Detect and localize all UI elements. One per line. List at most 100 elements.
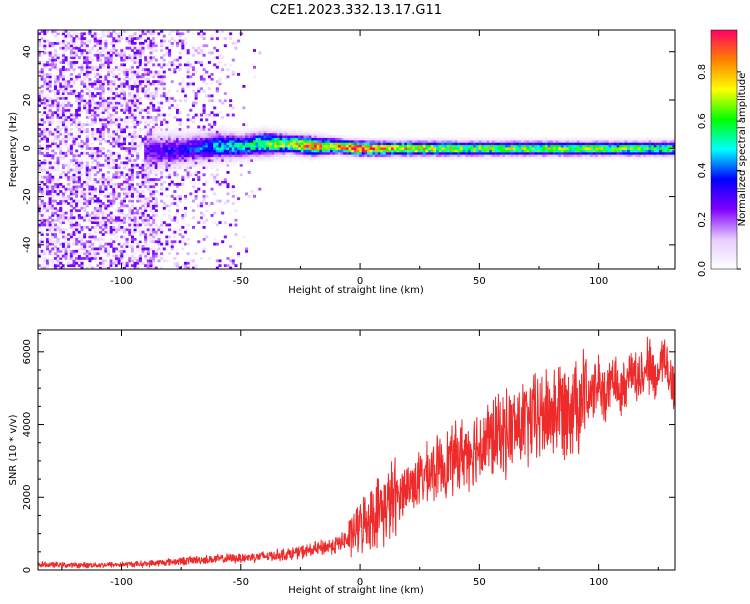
heatmap-cell — [138, 113, 142, 117]
heatmap-cell — [72, 216, 76, 220]
heatmap-cell — [88, 240, 92, 244]
heatmap-cell — [282, 135, 286, 138]
heatmap-cell — [218, 32, 222, 36]
heatmap-cell — [218, 159, 222, 162]
heatmap-cell — [43, 221, 47, 224]
heatmap-cell — [59, 228, 63, 232]
heatmap-cell — [51, 211, 55, 215]
heatmap-cell — [138, 142, 142, 146]
heatmap-cell — [133, 127, 137, 131]
heatmap-cell — [77, 180, 81, 184]
heatmap-cell — [268, 142, 272, 146]
heatmap-cell — [53, 84, 57, 88]
heatmap-cell — [128, 156, 132, 160]
heatmap-cell — [85, 58, 89, 62]
heatmap-cell — [146, 135, 150, 138]
heatmap-cell — [237, 127, 241, 131]
heatmap-cell — [88, 214, 92, 217]
heatmap-cell — [239, 142, 243, 146]
heatmap-cell — [295, 154, 299, 158]
heatmap-cell — [91, 92, 95, 95]
heatmap-cell — [223, 163, 227, 167]
heatmap-cell — [38, 264, 42, 268]
heatmap-cell — [523, 154, 527, 158]
heatmap-cell — [149, 171, 153, 174]
heatmap-cell — [191, 130, 195, 134]
heatmap-cell — [170, 159, 174, 162]
heatmap-cell — [141, 173, 145, 177]
heatmap-cell — [274, 135, 278, 138]
heatmap-cell — [128, 65, 132, 69]
heatmap-cell — [146, 264, 150, 268]
heatmap-cell — [138, 89, 142, 93]
heatmap-cell — [202, 32, 206, 36]
heatmap-cell — [48, 228, 52, 232]
heatmap-cell — [454, 139, 458, 143]
heatmap-cell — [91, 118, 95, 122]
heatmap-cell — [250, 142, 254, 146]
heatmap-cell — [45, 173, 50, 177]
heatmap-cell — [465, 144, 469, 148]
heatmap-cell — [48, 118, 52, 122]
heatmap-cell — [149, 230, 153, 234]
heatmap-cell — [83, 44, 87, 48]
heatmap-cell — [56, 178, 60, 181]
heatmap-cell — [93, 113, 97, 117]
heatmap-cell — [234, 161, 238, 165]
heatmap-cell — [547, 149, 551, 153]
heatmap-cell — [205, 44, 209, 48]
heatmap-cell — [157, 247, 161, 251]
heatmap-cell — [157, 125, 161, 129]
heatmap-cell — [417, 137, 421, 141]
heatmap-cell — [239, 147, 243, 150]
heatmap-cell — [457, 142, 461, 146]
heatmap-cell — [534, 139, 538, 143]
heatmap-cell — [141, 190, 145, 193]
heatmap-cell — [173, 144, 177, 148]
heatmap-cell — [112, 80, 116, 83]
heatmap-cell — [72, 171, 76, 174]
heatmap-cell — [385, 149, 389, 153]
heatmap-cell — [96, 106, 100, 110]
heatmap-cell — [359, 154, 363, 158]
heatmap-cell — [146, 166, 150, 170]
heatmap-cell — [64, 68, 68, 72]
heatmap-cell — [45, 147, 50, 150]
heatmap-cell — [101, 32, 105, 36]
heatmap-cell — [80, 225, 84, 229]
heatmap-cell — [93, 111, 97, 115]
heatmap-cell — [268, 137, 272, 141]
heatmap-cell — [383, 144, 387, 148]
heatmap-cell — [72, 185, 76, 189]
heatmap-cell — [138, 99, 142, 103]
heatmap-cell — [117, 73, 121, 76]
heatmap-cell — [202, 77, 206, 81]
heatmap-cell — [329, 147, 334, 150]
heatmap-cell — [183, 149, 188, 153]
heatmap-cell — [114, 197, 119, 201]
heatmap-cell — [96, 80, 100, 83]
heatmap-cell — [101, 266, 105, 270]
heatmap-cell — [109, 125, 113, 129]
heatmap-cell — [85, 180, 89, 184]
heatmap-cell — [462, 151, 466, 155]
heatmap-cell — [186, 168, 190, 172]
heatmap-cell — [247, 151, 251, 155]
heatmap-cell — [364, 154, 368, 158]
heatmap-cell — [170, 132, 174, 136]
heatmap-cell — [61, 111, 65, 115]
heatmap-cell — [462, 142, 466, 146]
heatmap-cell — [120, 171, 124, 174]
heatmap-cell — [48, 77, 52, 81]
heatmap-cell — [197, 142, 201, 146]
heatmap-cell — [414, 139, 418, 143]
heatmap-cell — [80, 266, 84, 270]
heatmap-cell — [274, 144, 278, 148]
heatmap-cell — [80, 147, 84, 150]
heatmap-cell — [290, 137, 294, 141]
heatmap-cell — [160, 49, 164, 52]
heatmap-cell — [303, 154, 307, 158]
heatmap-cell — [93, 34, 97, 38]
heatmap-cell — [483, 151, 487, 155]
heatmap-cell — [69, 53, 73, 57]
